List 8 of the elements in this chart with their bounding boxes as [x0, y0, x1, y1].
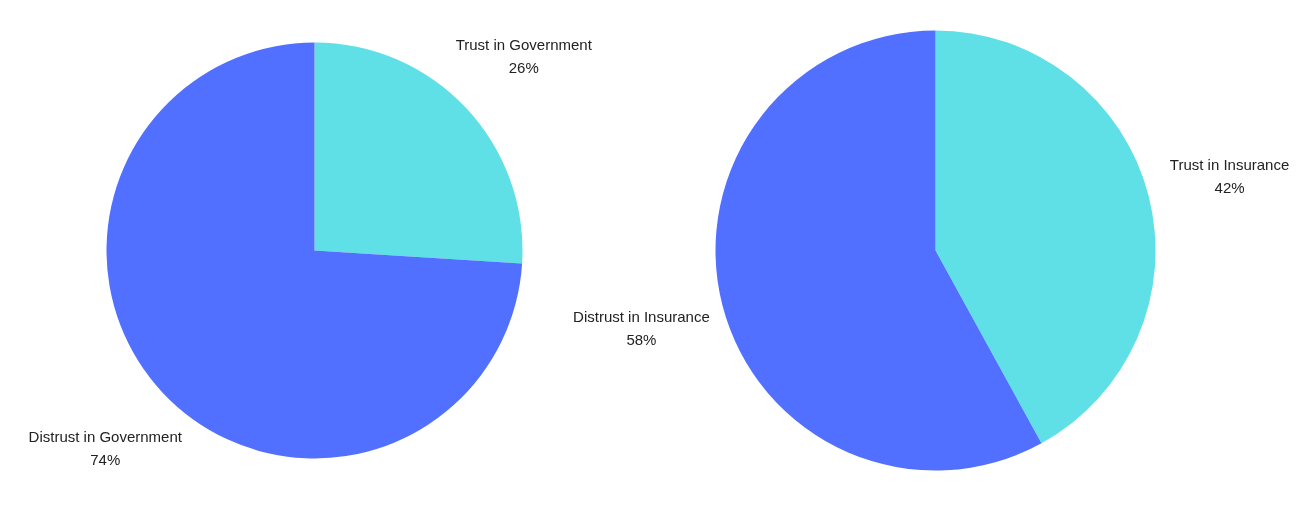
data-label: 74%: [90, 451, 121, 469]
slice-label: Trust in Insurance: [1169, 156, 1290, 174]
data-label: 26%: [508, 58, 539, 76]
data-label: 42%: [1214, 179, 1245, 197]
slice-label: Distrust in Insurance: [573, 307, 710, 325]
data-label: 58%: [626, 330, 657, 348]
slice-label: Distrust in Government: [28, 428, 183, 446]
slice-label: Trust in Government: [455, 35, 593, 53]
